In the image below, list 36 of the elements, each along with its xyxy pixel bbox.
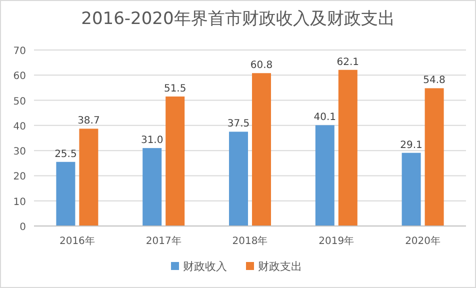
data-label: 25.5 [54,148,77,160]
bar [229,132,248,226]
data-label: 38.7 [78,116,100,127]
data-label: 62.1 [336,56,360,68]
x-tick-label: 2017年 [146,235,182,247]
y-tick-label: 0 [20,222,26,233]
data-label: 29.1 [400,140,422,151]
bar [79,128,98,226]
bar [424,88,444,226]
y-tick-label: 20 [13,172,26,183]
chart-title: 2016-2020年界首市财政收入及财政支出 [81,9,395,29]
legend-label: 财政收入 [183,260,227,273]
bar [252,73,271,226]
x-tick-label: 2020年 [405,235,441,247]
y-tick-label: 30 [13,146,26,158]
bar [338,70,358,226]
y-tick-label: 40 [13,121,26,132]
y-tick-label: 70 [13,46,26,57]
y-tick-label: 60 [13,71,26,82]
bar [402,152,421,226]
x-tick-label: 2016年 [59,235,95,247]
data-label: 54.8 [423,75,446,86]
x-tick-label: 2018年 [232,235,268,247]
x-tick-label: 2019年 [318,235,354,247]
y-tick-label: 50 [13,96,26,108]
bar [315,125,334,226]
y-tick-label: 10 [13,196,26,208]
bar [166,96,185,226]
data-label: 40.1 [314,112,336,124]
legend-label: 财政支出 [258,260,302,273]
data-label: 31.0 [140,135,164,146]
data-label: 60.8 [250,60,273,72]
data-label: 51.5 [164,84,186,95]
bar [142,148,162,226]
bar [56,162,76,226]
data-label: 37.5 [227,118,250,130]
